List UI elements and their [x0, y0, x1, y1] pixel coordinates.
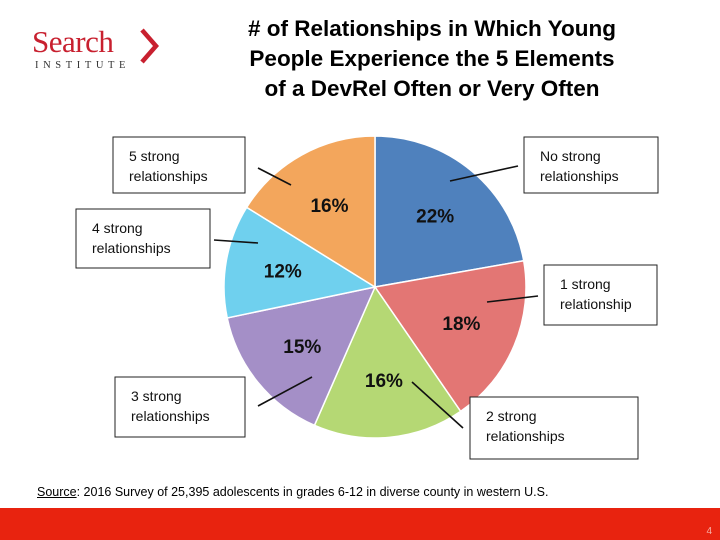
footer-bar: 4 — [0, 508, 720, 540]
slice-value-label: 12% — [264, 262, 302, 283]
callout-box — [469, 396, 639, 460]
callout-box — [112, 136, 246, 194]
slice-category-label: relationships — [129, 168, 208, 184]
slice-category-label: No strong — [540, 148, 601, 164]
slice-category-label: relationships — [540, 168, 619, 184]
slice-category-label: relationship — [560, 296, 632, 312]
slice-value-label: 16% — [365, 371, 403, 392]
slice-category-label: 5 strong — [129, 148, 180, 164]
slice-value-label: 15% — [283, 337, 321, 358]
slice-value-label: 22% — [416, 206, 454, 227]
slice-value-label: 16% — [310, 196, 348, 217]
slice-category-label: 2 strong — [486, 408, 537, 424]
search-institute-logo: Search INSTITUTE — [32, 22, 162, 78]
pie-slice — [223, 206, 377, 319]
source-note: Source: 2016 Survey of 25,395 adolescent… — [37, 485, 548, 499]
leader-line — [449, 165, 519, 182]
logo-wordmark: Search — [32, 24, 114, 59]
chart-title: # of Relationships in Which Young People… — [248, 16, 616, 101]
callout-box — [543, 264, 658, 326]
leader-line — [213, 239, 259, 244]
page-number: 4 — [706, 526, 712, 537]
logo-subtitle: INSTITUTE — [35, 60, 131, 71]
slice-category-label: 4 strong — [92, 220, 143, 236]
pie-slice — [245, 135, 376, 289]
slice-category-label: 1 strong — [560, 276, 611, 292]
pie-slice — [226, 285, 377, 427]
leader-line — [411, 381, 464, 429]
slice-category-label: relationships — [131, 408, 210, 424]
leader-line — [257, 167, 292, 186]
source-label: Source — [37, 485, 77, 499]
chevron-right-icon — [140, 28, 159, 64]
leader-line — [486, 295, 539, 303]
source-text: : 2016 Survey of 25,395 adolescents in g… — [76, 485, 549, 499]
slice-category-label: relationships — [486, 428, 565, 444]
slice-category-label: relationships — [92, 240, 171, 256]
callout-box — [114, 376, 246, 438]
slice-value-label: 18% — [442, 314, 480, 335]
leader-line — [257, 376, 313, 407]
slice-category-label: 3 strong — [131, 388, 182, 404]
pie-slice — [374, 135, 525, 288]
callout-box — [523, 136, 659, 194]
callout-box — [75, 208, 211, 269]
